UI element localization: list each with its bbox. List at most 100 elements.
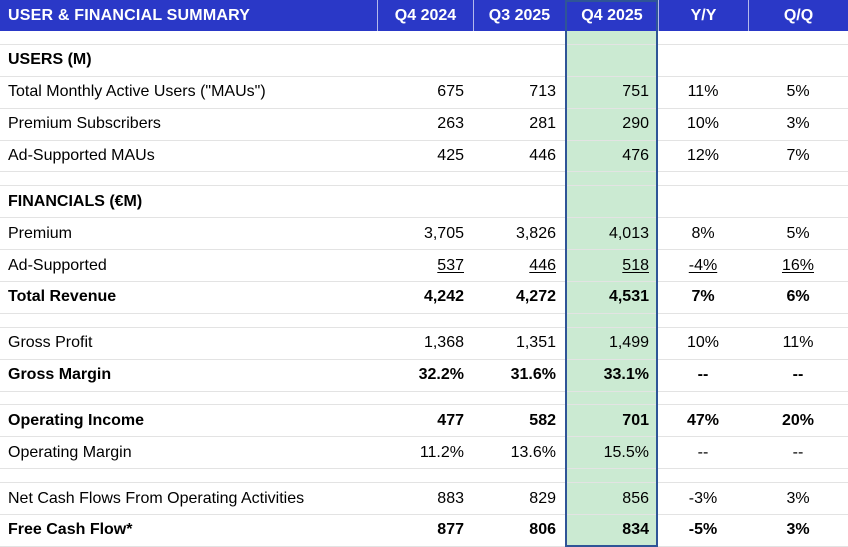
cell-q-q bbox=[748, 186, 848, 217]
table-header: USER & FINANCIAL SUMMARY Q4 2024 Q3 2025 Q… bbox=[0, 0, 848, 31]
cell-q-q: 16% bbox=[781, 256, 815, 274]
table-row: Premium 3,705 3,826 4,013 8% 5% bbox=[0, 218, 848, 251]
cell-q3-2025: 446 bbox=[529, 256, 556, 274]
cell-q4-2025: 33.1% bbox=[565, 359, 658, 391]
table-row: Gross Margin 32.2% 31.6% 33.1% -- -- bbox=[0, 359, 848, 392]
cell-q4-2024: 675 bbox=[437, 83, 464, 101]
cell-y-y bbox=[658, 392, 748, 405]
cell-q3-2025 bbox=[473, 469, 565, 482]
cell-q4-2025 bbox=[565, 313, 658, 327]
spacer-row bbox=[0, 31, 848, 45]
table-row: Ad-Supported MAUs 425 446 476 12% 7% bbox=[0, 140, 848, 173]
column-header-y-y: Y/Y bbox=[658, 0, 748, 31]
cell-y-y: 10% bbox=[686, 334, 720, 352]
cell-q-q bbox=[748, 469, 848, 482]
column-header-q-q: Q/Q bbox=[748, 0, 848, 31]
cell-q4-2024 bbox=[377, 172, 473, 185]
cell-q4-2024: 263 bbox=[437, 115, 464, 133]
cell-q4-2024: 883 bbox=[437, 489, 464, 507]
cell-q-q bbox=[748, 172, 848, 185]
cell-q4-2025: 4,531 bbox=[565, 282, 658, 313]
row-label: Operating Income bbox=[8, 411, 145, 429]
cell-q4-2025 bbox=[565, 44, 658, 76]
cell-q-q bbox=[748, 45, 848, 76]
cell-q-q bbox=[748, 314, 848, 327]
cell-q4-2025 bbox=[565, 172, 658, 186]
cell-q3-2025: 3,826 bbox=[515, 224, 556, 242]
row-label bbox=[0, 31, 377, 44]
section-row: USERS (M) bbox=[0, 44, 848, 77]
cell-q4-2025: 856 bbox=[565, 483, 658, 515]
table-title: USER & FINANCIAL SUMMARY bbox=[8, 6, 251, 24]
spacer-row bbox=[0, 172, 848, 187]
cell-q4-2025: 290 bbox=[565, 108, 658, 140]
row-label bbox=[0, 469, 377, 482]
cell-q4-2025: 476 bbox=[565, 140, 658, 172]
cell-y-y: -3% bbox=[688, 489, 718, 507]
row-label: Free Cash Flow* bbox=[8, 521, 133, 539]
table-row: Operating Income 477 582 701 47% 20% bbox=[0, 405, 848, 438]
cell-q4-2024: 4,242 bbox=[423, 288, 464, 306]
table-row: Operating Margin 11.2% 13.6% 15.5% -- -- bbox=[0, 437, 848, 470]
cell-q4-2024: 3,705 bbox=[423, 224, 464, 242]
cell-q3-2025: 1,351 bbox=[515, 334, 556, 352]
cell-q4-2024: 425 bbox=[437, 147, 464, 164]
row-label: Ad-Supported bbox=[8, 256, 107, 274]
cell-q-q: 20% bbox=[781, 411, 815, 429]
table-row: Total Revenue 4,242 4,272 4,531 7% 6% bbox=[0, 282, 848, 314]
cell-q-q: 5% bbox=[786, 83, 810, 101]
row-label: Premium Subscribers bbox=[8, 115, 161, 133]
cell-q3-2025: 713 bbox=[529, 83, 556, 101]
spacer-row bbox=[0, 469, 848, 484]
cell-y-y bbox=[658, 469, 748, 482]
row-label: Gross Profit bbox=[8, 334, 93, 352]
cell-y-y: 12% bbox=[686, 147, 720, 164]
cell-q-q bbox=[748, 31, 848, 44]
row-label bbox=[0, 172, 377, 185]
row-label: FINANCIALS (€M) bbox=[8, 192, 143, 210]
cell-y-y: 11% bbox=[687, 83, 719, 101]
table-row: Ad-Supported 537 446 518 -4% 16% bbox=[0, 250, 848, 283]
cell-q-q: 7% bbox=[786, 147, 810, 164]
cell-q-q: 6% bbox=[786, 288, 810, 306]
cell-q4-2025: 1,499 bbox=[565, 327, 658, 359]
row-label bbox=[0, 392, 377, 405]
cell-q4-2025: 701 bbox=[565, 405, 658, 437]
cell-q3-2025: 829 bbox=[529, 489, 556, 507]
column-header-q4-2024: Q4 2024 bbox=[377, 0, 473, 31]
cell-y-y: -5% bbox=[688, 521, 718, 539]
cell-q4-2024 bbox=[377, 469, 473, 482]
cell-q-q: -- bbox=[792, 443, 804, 461]
row-label: USERS (M) bbox=[8, 51, 92, 69]
row-label: Operating Margin bbox=[8, 443, 132, 461]
cell-q4-2025 bbox=[565, 469, 658, 483]
cell-q-q: 3% bbox=[786, 489, 810, 507]
row-label: Premium bbox=[8, 224, 73, 242]
section-row: FINANCIALS (€M) bbox=[0, 186, 848, 219]
row-label: Gross Margin bbox=[8, 366, 112, 384]
cell-y-y: 10% bbox=[686, 115, 720, 133]
cell-q4-2025 bbox=[565, 391, 658, 405]
cell-q-q: 11% bbox=[782, 334, 814, 352]
column-header-q4-2025: Q4 2025 bbox=[565, 0, 658, 31]
cell-q4-2025: 4,013 bbox=[565, 218, 658, 250]
cell-q3-2025 bbox=[473, 186, 565, 217]
cell-y-y: 47% bbox=[686, 411, 720, 429]
cell-q4-2025: 751 bbox=[565, 76, 658, 108]
cell-q3-2025 bbox=[473, 392, 565, 405]
cell-q4-2024 bbox=[377, 314, 473, 327]
cell-q3-2025 bbox=[473, 172, 565, 185]
cell-q3-2025: 4,272 bbox=[515, 288, 556, 306]
row-label: Net Cash Flows From Operating Activities bbox=[8, 489, 305, 507]
cell-q4-2025 bbox=[565, 31, 658, 44]
row-label bbox=[0, 314, 377, 327]
cell-y-y: 7% bbox=[691, 288, 715, 306]
cell-q4-2025: 518 bbox=[565, 250, 658, 282]
cell-q4-2024 bbox=[377, 45, 473, 76]
cell-q-q: 3% bbox=[786, 521, 810, 539]
column-header-q3-2025: Q3 2025 bbox=[473, 0, 565, 31]
cell-q3-2025: 281 bbox=[529, 115, 556, 133]
cell-y-y: 8% bbox=[691, 224, 715, 242]
cell-q4-2024 bbox=[377, 392, 473, 405]
table-row: Gross Profit 1,368 1,351 1,499 10% 11% bbox=[0, 327, 848, 360]
